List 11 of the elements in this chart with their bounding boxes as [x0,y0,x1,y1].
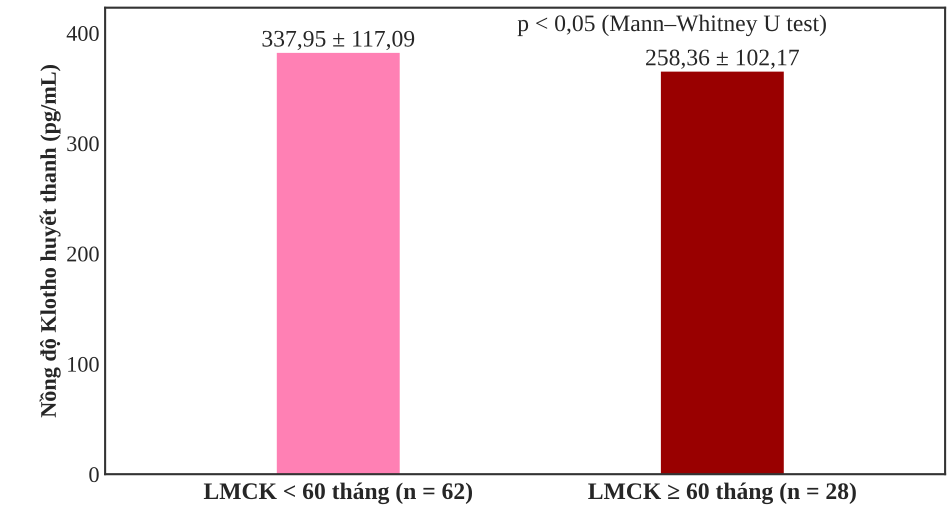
annotation: p < 0,05 (Mann–Whitney U test) [518,14,826,36]
y-axis-title: Nồng độ Klotho huyết thanh (pg/mL) [40,65,61,418]
y-tick-label: 0 [89,467,99,482]
x-tick-label: LMCK < 60 tháng (n = 62) [204,482,472,504]
y-tick-label: 400 [66,26,99,41]
annotation: 258,36 ± 102,17 [646,50,799,69]
annotation: 337,95 ± 117,09 [262,30,414,50]
x-tick-label: LMCK ≥ 60 tháng (n = 28) [588,482,856,504]
y-tick-label: 300 [67,136,99,152]
y-tick-label: 100 [68,356,99,372]
y-tick-label: 200 [67,246,99,262]
